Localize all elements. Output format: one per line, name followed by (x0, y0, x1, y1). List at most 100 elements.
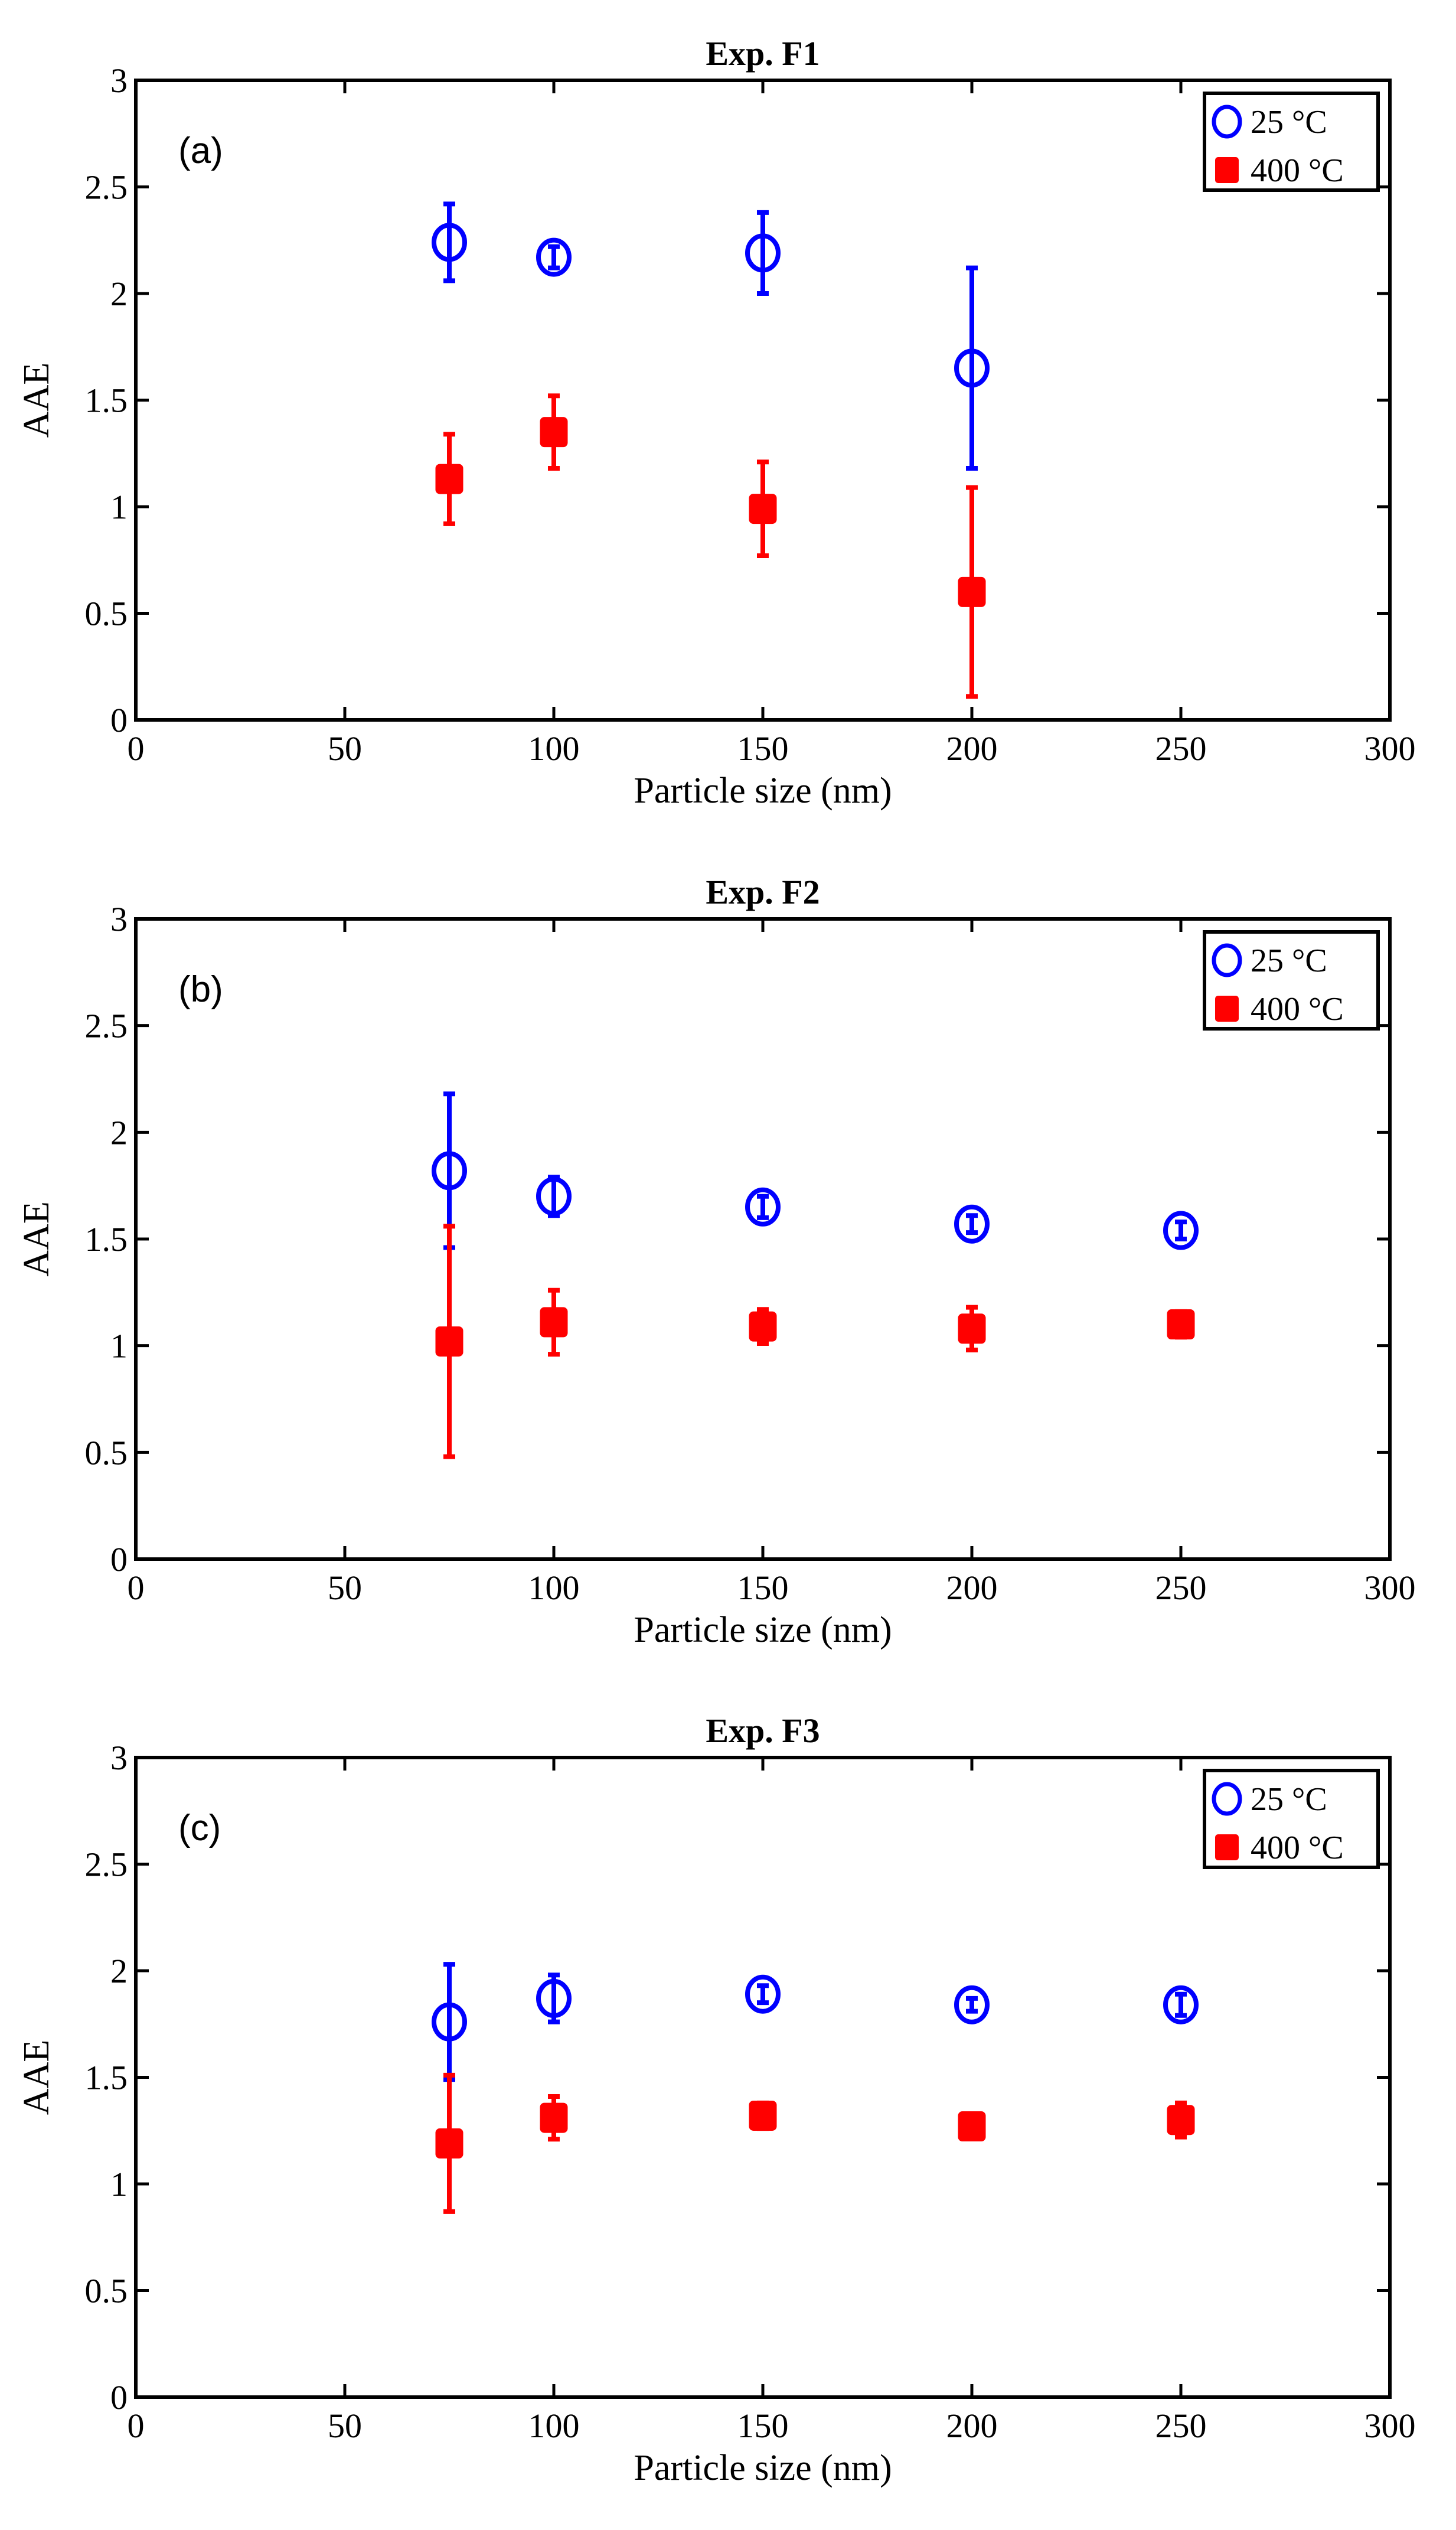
data-point-circle (745, 1974, 781, 2014)
x-tick-label: 300 (1364, 2407, 1416, 2445)
panel-label: (b) (178, 969, 223, 1010)
x-axis-title: Particle size (nm) (634, 2448, 892, 2488)
y-axis-title: AAE (17, 2040, 57, 2115)
x-tick-label: 200 (946, 2407, 998, 2445)
data-point-circle (432, 223, 467, 262)
legend-label: 400 °C (1251, 991, 1344, 1028)
y-tick-label: 0.5 (85, 595, 128, 633)
data-point-circle (954, 1985, 990, 2024)
data-point-circle (536, 237, 572, 277)
y-tick-label: 2.5 (85, 1846, 128, 1884)
x-axis-title: Particle size (nm) (634, 771, 892, 811)
x-tick-label: 0 (128, 729, 145, 768)
y-tick-label: 2 (110, 1952, 128, 1990)
legend-label: 25 °C (1251, 1781, 1327, 1818)
x-tick-label: 250 (1155, 729, 1207, 768)
chart-panel-3: Exp. F3 0 50 100 150 200 250 300 0 0.5 1 1.5 2 2.5 3 Pa… (17, 1711, 1416, 2488)
chart-title: Exp. F1 (706, 34, 820, 73)
data-point-square (540, 417, 568, 448)
series-1 (432, 1091, 1199, 1250)
x-tick-label: 100 (528, 1569, 580, 1607)
y-tick-label: 2 (110, 275, 128, 313)
chart-panel-1: Exp. F1 0 50 100 150 200 250 300 0 0.5 1 1.5 2 2.5 3 Pa… (17, 34, 1416, 811)
series-2 (435, 1224, 1195, 1459)
legend: 25 °C 400 °C (1203, 930, 1380, 1031)
data-point-circle (536, 1176, 572, 1216)
data-point-circle (954, 1204, 990, 1244)
x-tick-label: 250 (1155, 1569, 1207, 1607)
x-tick-label: 0 (128, 1569, 145, 1607)
x-tick-label: 200 (946, 729, 998, 768)
data-point-square (958, 1313, 986, 1344)
data-point-square (1167, 2105, 1195, 2135)
legend-marker-circle (1212, 105, 1242, 139)
x-tick-label: 150 (737, 1569, 789, 1607)
x-tick-label: 200 (946, 1569, 998, 1607)
series-2 (435, 2072, 1195, 2214)
chart-title: Exp. F3 (706, 1711, 820, 1750)
x-tick-label: 150 (737, 729, 789, 768)
x-tick-label: 100 (528, 729, 580, 768)
legend-marker-square (1215, 1834, 1239, 1860)
x-tick-label: 150 (737, 2407, 789, 2445)
y-tick-label: 1 (110, 2165, 128, 2203)
y-tick-label: 2.5 (85, 1007, 128, 1045)
y-tick-label: 0.5 (85, 2272, 128, 2310)
y-axis-title: AAE (17, 1201, 57, 1276)
y-tick-label: 0 (110, 2378, 128, 2417)
x-tick-label: 300 (1364, 729, 1416, 768)
x-axis-title: Particle size (nm) (634, 1610, 892, 1650)
data-point-square (435, 1326, 463, 1357)
data-point-square (749, 494, 777, 524)
plot-frame (134, 1756, 1392, 2399)
data-point-square (958, 2111, 986, 2142)
y-tick-label: 0 (110, 1540, 128, 1579)
legend-marker-circle (1212, 1782, 1242, 1816)
legend-label: 25 °C (1251, 943, 1327, 979)
x-tick-label: 0 (128, 2407, 145, 2445)
legend-label: 400 °C (1251, 152, 1344, 189)
y-tick-label: 2.5 (85, 168, 128, 207)
legend: 25 °C 400 °C (1203, 92, 1380, 192)
y-tick-label: 2 (110, 1113, 128, 1152)
y-tick-label: 3 (110, 900, 128, 938)
legend-marker-square (1215, 996, 1239, 1022)
y-tick-label: 0.5 (85, 1433, 128, 1472)
data-point-circle (1163, 1985, 1199, 2024)
data-point-circle (432, 1151, 467, 1191)
data-point-square (540, 2102, 568, 2133)
x-tick-label: 50 (328, 2407, 362, 2445)
x-tick-label: 250 (1155, 2407, 1207, 2445)
chart-title: Exp. F2 (706, 873, 820, 911)
y-tick-label: 1 (110, 488, 128, 526)
series-1 (432, 201, 990, 471)
plot-frame (134, 917, 1392, 1561)
data-point-square (435, 2128, 463, 2159)
y-tick-label: 0 (110, 701, 128, 739)
data-point-circle (954, 348, 990, 388)
data-point-square (540, 1307, 568, 1338)
data-point-circle (745, 1187, 781, 1227)
data-point-square (749, 2100, 777, 2131)
data-point-circle (536, 1978, 572, 2018)
plot-frame (134, 79, 1392, 722)
legend-label: 25 °C (1251, 104, 1327, 141)
legend-marker-square (1215, 157, 1239, 183)
legend: 25 °C 400 °C (1203, 1769, 1380, 1869)
legend-label: 400 °C (1251, 1830, 1344, 1866)
x-tick-label: 50 (328, 729, 362, 768)
legend-marker-circle (1212, 943, 1242, 977)
y-tick-label: 1 (110, 1327, 128, 1365)
data-point-circle (432, 2002, 467, 2042)
series-1 (432, 1962, 1199, 2082)
panel-label: (a) (178, 131, 223, 171)
x-tick-label: 100 (528, 2407, 580, 2445)
y-tick-label: 1.5 (85, 382, 128, 420)
data-point-square (435, 464, 463, 494)
series-2 (435, 393, 986, 699)
data-point-square (958, 576, 986, 607)
y-axis-title: AAE (17, 363, 57, 438)
panel-label: (c) (178, 1808, 221, 1848)
y-tick-label: 1.5 (85, 1220, 128, 1259)
